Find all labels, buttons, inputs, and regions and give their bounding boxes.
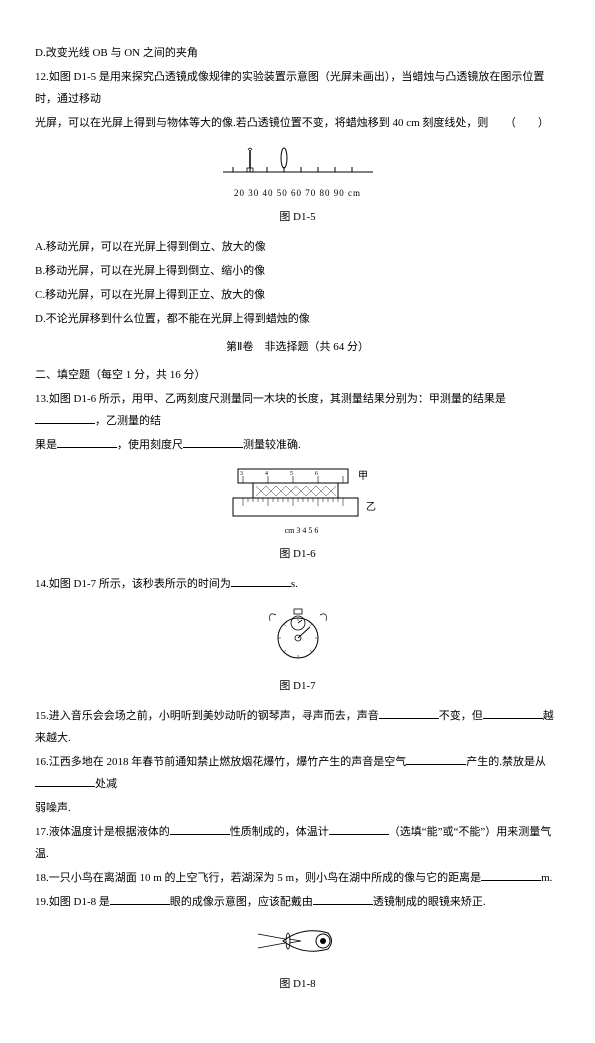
section-2-title: 第Ⅱ卷 非选择题（共 64 分） xyxy=(35,336,560,358)
q17-text-a: 17.液体温度计是根据液体的 xyxy=(35,826,170,838)
svg-text:甲: 甲 xyxy=(358,471,368,482)
q16-blank-1 xyxy=(406,752,466,765)
svg-text:乙: 乙 xyxy=(366,501,376,513)
q12-option-a: A.移动光屏，可以在光屏上得到倒立、放大的像 xyxy=(35,236,560,258)
q15-line: 15.进入音乐会会场之前，小明听到美妙动听的钢琴声，寻声而去，声音不变，但越来越… xyxy=(35,705,560,749)
q14-text-b: s. xyxy=(291,578,298,590)
q14-line: 14.如图 D1-7 所示，该秒表所示的时间为 s. xyxy=(35,573,560,595)
q15-blank-1 xyxy=(379,706,439,719)
q13-text-d: ，使用刻度尺 xyxy=(117,439,183,451)
q15-text-a: 15.进入音乐会会场之前，小明听到美妙动听的钢琴声，寻声而去，声音 xyxy=(35,710,379,722)
q17-text-b: 性质制成的，体温计 xyxy=(230,826,329,838)
q18-blank-1 xyxy=(481,868,541,881)
figure-d1-6: 34 56 甲 乙 cm 3 xyxy=(35,464,560,539)
q16-line2: 弱噪声. xyxy=(35,797,560,819)
q13-text-a: 13.如图 D1-6 所示，用甲、乙两刻度尺测量同一木块的长度，其测量结果分别为… xyxy=(35,393,506,405)
q15-text-b: 不变，但 xyxy=(439,710,483,722)
q11-option-d: D.改变光线 OB 与 ON 之间的夹角 xyxy=(35,42,560,64)
figure-d1-6-ruler-b: cm 3 4 5 6 xyxy=(35,523,560,539)
figure-d1-5: 20 30 40 50 60 70 80 90 cm xyxy=(35,142,560,202)
q18-text-b: m. xyxy=(541,872,552,884)
figure-d1-5-scale: 20 30 40 50 60 70 80 90 cm xyxy=(35,184,560,202)
figure-d1-8 xyxy=(35,921,560,969)
q19-blank-1 xyxy=(110,892,170,905)
q13-blank-3 xyxy=(183,435,243,448)
figure-d1-8-caption: 图 D1-8 xyxy=(35,973,560,995)
q13-line2: 果是 ，使用刻度尺 测量较准确. xyxy=(35,434,560,456)
q19-text-c: 透镜制成的眼镜来矫正. xyxy=(373,896,486,908)
q16-line1: 16.江西多地在 2018 年春节前通知禁止燃放烟花爆竹，爆竹产生的声音是空气 产… xyxy=(35,751,560,795)
q19-text-a: 19.如图 D1-8 是 xyxy=(35,896,110,908)
q19-line: 19.如图 D1-8 是 眼的成像示意图，应该配戴由 透镜制成的眼镜来矫正. xyxy=(35,891,560,913)
svg-text:5: 5 xyxy=(290,471,293,477)
q16-blank-2 xyxy=(35,774,95,787)
q18-line: 18.一只小鸟在离湖面 10 m 的上空飞行，若湖深为 5 m，则小鸟在湖中所成… xyxy=(35,867,560,889)
svg-text:3: 3 xyxy=(240,471,243,477)
fill-blank-heading: 二、填空题（每空 1 分，共 16 分） xyxy=(35,364,560,386)
q13-blank-2 xyxy=(57,435,117,448)
figure-d1-6-caption: 图 D1-6 xyxy=(35,543,560,565)
svg-text:4: 4 xyxy=(265,471,268,477)
q19-blank-2 xyxy=(313,892,373,905)
q12-option-b: B.移动光屏，可以在光屏上得到倒立、缩小的像 xyxy=(35,260,560,282)
q12-stem-line2: 光屏，可以在光屏上得到与物体等大的像.若凸透镜位置不变，将蜡烛移到 40 cm … xyxy=(35,112,560,134)
q15-blank-2 xyxy=(483,706,543,719)
q16-text-b: 产生的.禁放是从 xyxy=(466,756,546,768)
q17-blank-1 xyxy=(170,822,230,835)
q16-text-a: 16.江西多地在 2018 年春节前通知禁止燃放烟花爆竹，爆竹产生的声音是空气 xyxy=(35,756,406,768)
figure-d1-7-caption: 图 D1-7 xyxy=(35,675,560,697)
q13-text-b: ，乙测量的结 xyxy=(95,415,161,427)
q13-text-c: 果是 xyxy=(35,439,57,451)
q14-text-a: 14.如图 D1-7 所示，该秒表所示的时间为 xyxy=(35,578,231,590)
q14-blank-1 xyxy=(231,574,291,587)
q13-text-e: 测量较准确. xyxy=(243,439,301,451)
q13-blank-1 xyxy=(35,411,95,424)
figure-d1-5-caption: 图 D1-5 xyxy=(35,206,560,228)
q17-line: 17.液体温度计是根据液体的性质制成的，体温计（选填“能”或“不能”）用来测量气… xyxy=(35,821,560,865)
q12-option-d: D.不论光屏移到什么位置，都不能在光屏上得到蜡烛的像 xyxy=(35,308,560,330)
svg-text:6: 6 xyxy=(315,471,318,477)
q16-text-c: 处减 xyxy=(95,778,117,790)
q12-option-c: C.移动光屏，可以在光屏上得到正立、放大的像 xyxy=(35,284,560,306)
q13-line1: 13.如图 D1-6 所示，用甲、乙两刻度尺测量同一木块的长度，其测量结果分别为… xyxy=(35,388,560,432)
figure-d1-7 xyxy=(35,603,560,671)
q18-text-a: 18.一只小鸟在离湖面 10 m 的上空飞行，若湖深为 5 m，则小鸟在湖中所成… xyxy=(35,872,481,884)
q17-blank-2 xyxy=(329,822,389,835)
q12-stem-line1: 12.如图 D1-5 是用来探究凸透镜成像规律的实验装置示意图（光屏未画出），当… xyxy=(35,66,560,110)
q19-text-b: 眼的成像示意图，应该配戴由 xyxy=(170,896,313,908)
